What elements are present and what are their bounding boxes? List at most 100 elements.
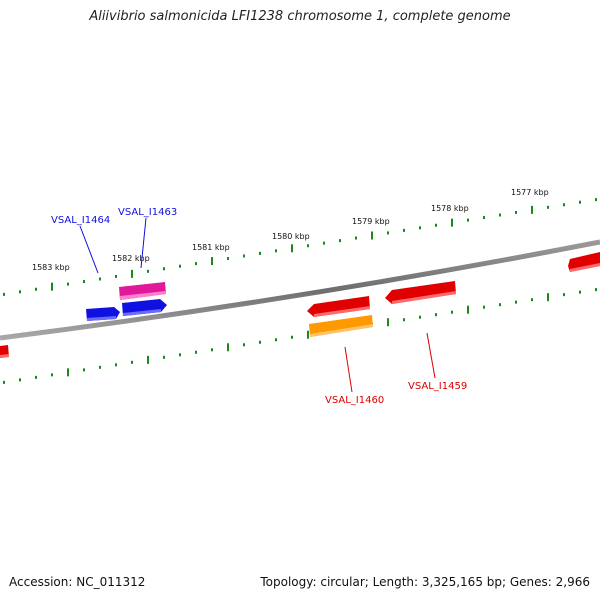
minor-tick	[243, 254, 245, 258]
minor-tick	[307, 244, 309, 248]
tick-label: 1581 kbp	[192, 243, 230, 252]
major-tick	[371, 231, 373, 240]
minor-tick	[147, 269, 149, 273]
tick-label: 1583 kbp	[32, 263, 70, 272]
major-tick	[211, 257, 213, 266]
minor-tick	[275, 249, 277, 253]
minor-tick	[259, 251, 261, 255]
minor-tick	[3, 292, 5, 296]
minor-tick	[515, 300, 517, 304]
minor-tick	[99, 365, 101, 369]
minor-tick	[19, 290, 21, 294]
minor-tick	[419, 226, 421, 230]
chromosome-backbone	[0, 239, 600, 341]
tick-label: 1578 kbp	[431, 204, 469, 213]
tick-label: 1580 kbp	[272, 232, 310, 241]
minor-tick	[35, 375, 37, 379]
gene-vsal-i1464[interactable]	[86, 307, 120, 321]
minor-tick	[195, 262, 197, 266]
minor-tick	[499, 303, 501, 307]
map-title: Aliivibrio salmonicida LFI1238 chromosom…	[89, 9, 511, 24]
gene-pink-feature[interactable]	[119, 282, 166, 300]
minor-tick	[115, 363, 117, 367]
minor-tick	[163, 267, 165, 271]
minor-tick	[483, 216, 485, 220]
minor-tick	[51, 373, 53, 377]
minor-tick	[243, 343, 245, 347]
minor-tick	[179, 353, 181, 357]
major-tick	[131, 269, 133, 278]
leader-line-vsal-i1463	[140, 217, 147, 269]
gene-label-vsal-i1463[interactable]: VSAL_I1463	[118, 207, 177, 218]
minor-tick	[323, 241, 325, 245]
minor-tick	[483, 305, 485, 309]
minor-tick	[419, 315, 421, 319]
tick-labels: 1583 kbp 1582 kbp 1581 kbp 1580 kbp 1579…	[32, 188, 549, 272]
gene-red-reverse-left[interactable]	[0, 345, 9, 358]
minor-tick	[467, 218, 469, 222]
minor-tick	[403, 318, 405, 322]
minor-tick	[131, 360, 133, 364]
major-tick	[451, 218, 453, 227]
inner-tick-track	[3, 288, 597, 384]
minor-tick	[547, 205, 549, 209]
gene-label-vsal-i1460[interactable]: VSAL_I1460	[325, 395, 384, 406]
minor-tick	[35, 287, 37, 291]
minor-tick	[83, 280, 85, 284]
minor-tick	[531, 298, 533, 302]
major-tick	[467, 305, 469, 314]
tick-label: 1582 kbp	[112, 254, 150, 263]
leader-line-vsal-i1459	[426, 332, 436, 379]
minor-tick	[579, 200, 581, 204]
minor-tick	[435, 223, 437, 227]
minor-tick	[515, 210, 517, 214]
minor-tick	[3, 380, 5, 384]
minor-tick	[291, 335, 293, 339]
genome-summary-text: Topology: circular; Length: 3,325,165 bp…	[260, 575, 590, 589]
gene-vsal-i1460[interactable]	[307, 296, 370, 317]
minor-tick	[179, 264, 181, 268]
major-tick	[531, 205, 533, 214]
accession-text: Accession: NC_011312	[9, 575, 146, 589]
minor-tick	[563, 203, 565, 207]
major-tick	[51, 282, 53, 291]
gene-vsal-i1459[interactable]	[385, 281, 456, 304]
minor-tick	[387, 231, 389, 235]
gene-red-forward-right[interactable]	[568, 252, 600, 272]
major-tick	[291, 244, 293, 253]
minor-tick	[275, 338, 277, 342]
minor-tick	[227, 257, 229, 261]
minor-tick	[499, 213, 501, 217]
minor-tick	[259, 340, 261, 344]
minor-tick	[403, 228, 405, 232]
minor-tick	[115, 274, 117, 278]
minor-tick	[83, 368, 85, 372]
minor-tick	[67, 282, 69, 286]
minor-tick	[435, 313, 437, 317]
gene-label-vsal-i1459[interactable]: VSAL_I1459	[408, 381, 467, 392]
major-tick	[147, 355, 149, 364]
major-tick	[67, 368, 69, 377]
leader-line-vsal-i1460	[344, 346, 353, 393]
gene-vsal-i1463[interactable]	[122, 299, 167, 316]
minor-tick	[19, 378, 21, 382]
minor-tick	[99, 277, 101, 281]
major-tick	[387, 318, 389, 327]
gene-orange-feature[interactable]	[309, 315, 373, 337]
tick-label: 1577 kbp	[511, 188, 549, 197]
major-tick	[307, 330, 309, 339]
leader-line-vsal-i1464	[79, 225, 99, 274]
minor-tick	[355, 236, 357, 240]
gene-label-vsal-i1464[interactable]: VSAL_I1464	[51, 215, 110, 226]
outer-tick-track	[3, 198, 597, 296]
major-tick	[227, 343, 229, 352]
minor-tick	[579, 290, 581, 294]
tick-label: 1579 kbp	[352, 217, 390, 226]
minor-tick	[451, 310, 453, 314]
minor-tick	[595, 198, 597, 202]
minor-tick	[163, 355, 165, 359]
minor-tick	[195, 350, 197, 354]
major-tick	[547, 293, 549, 302]
minor-tick	[211, 348, 213, 352]
